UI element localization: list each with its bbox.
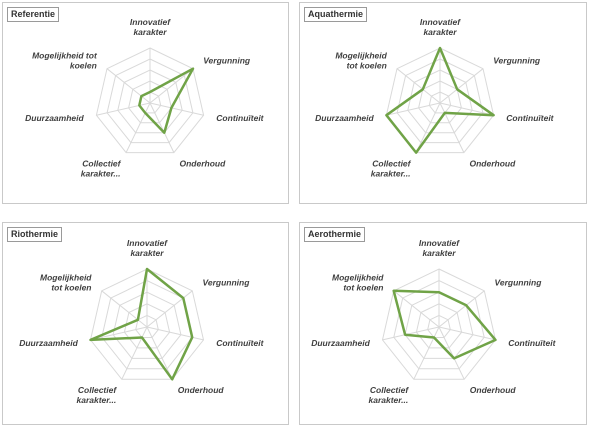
axis-label: Innovatief karakter: [420, 17, 461, 37]
axis-spoke: [125, 102, 151, 153]
axis-label: Collectief karakter...: [81, 158, 122, 178]
grid-ring: [415, 303, 463, 349]
axis-spoke: [90, 326, 148, 341]
axis-spoke: [146, 290, 193, 328]
axis-label: Innovatief karakter: [130, 17, 171, 37]
axis-spoke: [396, 68, 441, 104]
axis-spoke: [439, 102, 494, 116]
axis-spoke: [121, 326, 148, 380]
axis-spoke: [106, 68, 151, 104]
axis-spoke: [146, 326, 204, 341]
axis-label: Continuïteit: [216, 338, 264, 348]
axis-label: Duurzaamheid: [315, 113, 374, 123]
chart-title: Referentie: [7, 7, 60, 22]
axis-label: Onderhoud: [470, 385, 517, 395]
axis-label: Continuïteit: [216, 113, 264, 123]
axis-spoke: [415, 102, 441, 153]
axis-label: Collectief karakter...: [76, 385, 117, 405]
axis-spoke: [386, 102, 441, 116]
axis-label: Onderhoud: [178, 385, 225, 395]
series-line: [392, 289, 497, 360]
grid-ring: [427, 314, 451, 338]
axis-spoke: [101, 290, 148, 328]
radar-panel-aquathermie: Aquathermie Innovatief karakter Vergunning…: [299, 2, 587, 204]
axis-label: Vergunning: [203, 278, 251, 288]
grid-ring: [396, 58, 484, 144]
radar-chart: Innovatief karakter Vergunning Continuïteit…: [315, 17, 555, 178]
radar-panel-referentie: Referentie Innovatief karakter Vergunning C…: [2, 2, 289, 204]
grid-ring: [385, 47, 495, 154]
grid-ring: [404, 291, 474, 359]
axis-spoke: [393, 290, 440, 328]
axis-spoke: [149, 68, 194, 104]
axis-spoke: [439, 68, 484, 104]
axis-label: Onderhoud: [180, 158, 227, 168]
grid-ring: [393, 280, 485, 370]
axis-spoke: [96, 102, 151, 116]
grid-ring: [123, 303, 171, 349]
radar-chart: Innovatief karakter Vergunning Continuïteit…: [19, 238, 264, 405]
chart-title: Aerothermie: [304, 227, 366, 242]
axis-label: Duurzaamheid: [25, 113, 84, 123]
grid-ring: [428, 91, 452, 114]
series-line: [385, 46, 495, 154]
axis-label: Innovatief karakter: [127, 238, 168, 258]
chart-title: Riothermie: [7, 227, 63, 242]
grid-ring: [95, 47, 205, 154]
axis-label: Onderhoud: [470, 158, 517, 168]
axis-label: Mogelijkheid tot koelen: [332, 273, 384, 293]
axis-label: Innovatief karakter: [419, 238, 460, 258]
axis-label: Vergunning: [493, 56, 541, 66]
axis-label: Duurzaamheid: [311, 338, 370, 348]
axis-label: Vergunning: [203, 56, 251, 66]
axis-label: Mogelijkheid tot koelen: [40, 273, 92, 293]
grid-ring: [117, 69, 183, 134]
axis-label: Vergunning: [495, 278, 543, 288]
chart-title: Aquathermie: [304, 7, 368, 22]
axis-label: Duurzaamheid: [19, 338, 78, 348]
axis-spoke: [149, 102, 175, 153]
series-line: [89, 267, 194, 381]
axis-label: Continuïteit: [508, 338, 556, 348]
grid-ring: [89, 268, 205, 380]
axis-label: Collectief karakter...: [368, 385, 409, 405]
grid-ring: [407, 69, 473, 134]
radar-chart: Innovatief karakter Vergunning Continuïteit…: [25, 17, 265, 178]
axis-label: Mogelijkheid tot koelen: [32, 51, 98, 71]
axis-label: Continuïteit: [506, 113, 554, 123]
axis-label: Collectief karakter...: [371, 158, 412, 178]
radar-panel-riothermie: Riothermie Innovatief karakter Vergunning C…: [2, 222, 289, 425]
grid-ring: [381, 268, 497, 380]
axis-spoke: [413, 326, 440, 380]
series-line: [138, 67, 195, 134]
axis-spoke: [382, 326, 440, 341]
axis-label: Mogelijkheid tot koelen: [335, 51, 387, 71]
grid-ring: [112, 291, 182, 359]
axis-spoke: [438, 290, 485, 328]
axis-spoke: [438, 326, 465, 380]
grid-ring: [418, 80, 462, 124]
radar-panel-aerothermie: Aerothermie Innovatief karakter Vergunning…: [299, 222, 587, 425]
axis-spoke: [439, 102, 465, 153]
axis-spoke: [149, 102, 204, 116]
grid-ring: [128, 80, 172, 124]
radar-chart: Innovatief karakter Vergunning Continuïteit…: [311, 238, 556, 405]
axis-spoke: [146, 326, 173, 380]
axis-spoke: [438, 326, 496, 341]
grid-ring: [135, 314, 159, 338]
